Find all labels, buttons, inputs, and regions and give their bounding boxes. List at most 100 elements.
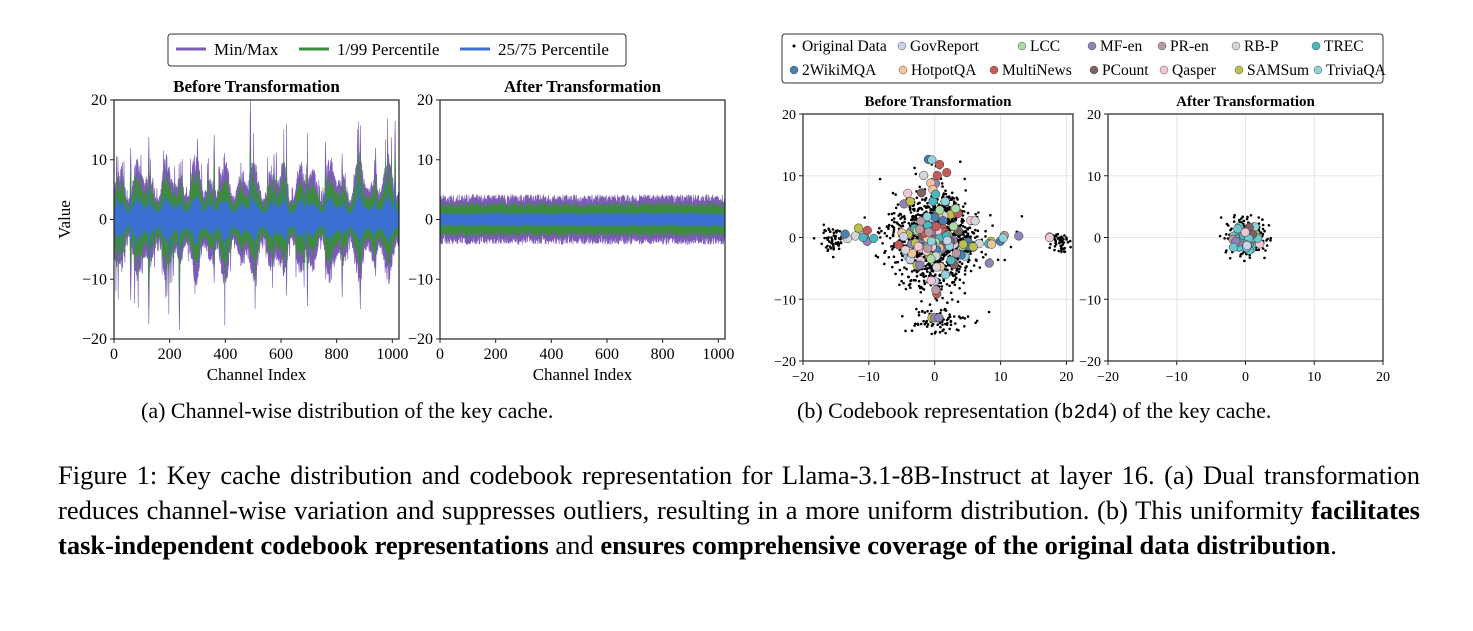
original-data-point [1069,245,1072,249]
original-data-point [949,323,953,327]
after-scatter-plot-ytick-label: −10 [1079,293,1101,308]
original-data-point [892,255,896,258]
original-data-point [913,218,917,221]
original-data-point [1068,239,1072,243]
original-data-point [883,232,887,235]
original-data-point [938,331,942,334]
original-data-point [822,223,826,227]
after-band-plot-ytick-label: 20 [417,92,433,109]
codebook-point [1228,242,1238,252]
original-data-point [1059,239,1063,243]
original-data-point [1261,218,1264,221]
original-data-point [949,291,953,295]
before-band-plot-ytick-label: 10 [91,152,107,169]
original-data-point [969,252,972,256]
original-data-point [892,230,895,234]
scatter-legend-label: SAMSum [1247,62,1309,79]
original-data-point [907,221,911,225]
after-scatter-plot-xtick-label: 20 [1376,370,1390,385]
original-data-point [831,255,835,259]
original-data-point [828,230,832,233]
original-data-point [967,250,970,253]
original-data-point [923,199,927,202]
original-data-point [951,219,954,222]
original-data-point [1224,233,1228,236]
original-data-point [918,206,921,210]
original-data-point [825,236,829,240]
original-data-point [901,314,904,318]
original-data-point [972,264,976,267]
before-scatter-plot-codebook-points [840,154,1055,323]
codebook-point [998,233,1008,243]
original-data-point [919,322,923,326]
original-data-point [896,203,900,206]
original-data-point [928,271,932,275]
original-data-point [987,310,991,314]
original-data-point [947,222,950,225]
original-data-point [1059,247,1063,250]
original-data-point [823,236,826,240]
original-data-point [1020,215,1024,218]
original-data-point [944,309,948,312]
codebook-point [1240,227,1250,237]
before-band-plot-xtick-label: 1000 [376,346,408,363]
original-data-point [954,322,957,325]
codebook-point [942,236,952,246]
original-data-point [901,254,904,257]
original-data-point [831,228,835,231]
caption-text-1: Key cache distribution and codebook repr… [58,460,1420,525]
original-data-point [956,300,960,304]
original-data-point [908,206,911,209]
original-data-point [961,237,964,240]
original-data-point [938,273,942,277]
codebook-point [894,240,904,250]
original-data-point [977,211,980,214]
caption-bold-2: ensures comprehensive coverage of the or… [600,530,1331,560]
original-data-point [1048,246,1051,249]
original-data-point [950,191,954,195]
original-data-point [915,274,919,278]
after-scatter-plot-xtick-label: −20 [1097,370,1119,385]
codebook-point [951,204,961,214]
original-data-point [960,217,964,221]
original-data-point [1054,235,1058,238]
original-data-point [829,246,833,250]
original-data-point [939,325,942,329]
original-data-point [883,262,886,266]
original-data-point [1243,259,1246,263]
original-data-point [830,239,834,243]
codebook-point [935,159,945,170]
after-scatter-plot-title: After Transformation [1176,94,1315,110]
codebook-point [940,196,950,206]
before-band-plot-xtick-label: 0 [110,346,118,363]
original-data-point [891,248,894,251]
original-data-point [1223,237,1226,240]
before-scatter-plot-xtick-label: 0 [931,370,938,385]
scatter-legend-label: RB-P [1244,38,1278,55]
before-band-plot-title: Before Transformation [173,77,340,96]
original-data-point [938,321,942,325]
original-data-point [968,226,972,230]
original-data-point [874,254,878,257]
original-data-point [1257,248,1261,252]
codebook-point [987,239,997,249]
original-data-point [903,266,906,269]
after-band-plot-xtick-label: 400 [539,346,563,363]
original-data-point [879,236,882,239]
original-data-point [834,241,838,245]
original-data-point [915,196,919,200]
original-data-point [898,223,901,227]
original-data-point [1232,215,1236,219]
original-data-point [924,196,928,200]
original-data-point [976,235,979,238]
original-data-point [900,279,903,283]
original-data-point [826,248,830,251]
figure-caption: Figure 1: Key cache distribution and cod… [58,458,1420,563]
caption-text-2: and [548,530,601,560]
legend-marker [897,41,907,51]
original-data-point [892,228,896,232]
after-band-plot-ytick-label: −20 [408,331,433,348]
original-data-point [948,327,951,331]
original-data-point [984,253,987,256]
